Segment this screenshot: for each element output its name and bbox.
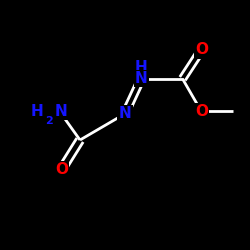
Text: N: N	[119, 106, 132, 121]
Text: H: H	[135, 60, 147, 75]
Text: 2: 2	[45, 116, 52, 126]
Text: O: O	[55, 162, 68, 178]
Text: N: N	[55, 104, 68, 119]
Text: N: N	[135, 71, 147, 86]
Text: H: H	[31, 104, 44, 119]
Text: O: O	[195, 42, 208, 58]
Text: O: O	[195, 104, 208, 119]
